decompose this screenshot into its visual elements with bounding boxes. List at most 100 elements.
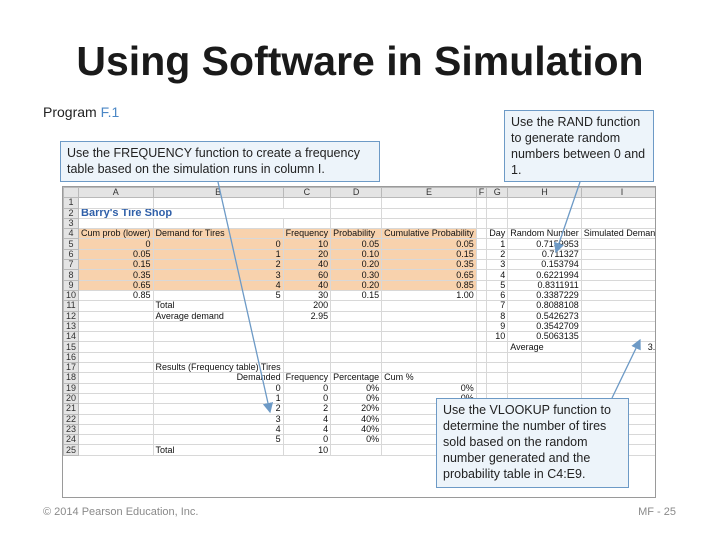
- cell[interactable]: [78, 382, 154, 394]
- cell[interactable]: [152, 331, 284, 343]
- cell[interactable]: [507, 372, 582, 384]
- cell[interactable]: [78, 320, 154, 333]
- cell[interactable]: 3: [580, 320, 655, 333]
- column-header[interactable]: G: [486, 187, 509, 199]
- cell[interactable]: [152, 197, 284, 209]
- cell[interactable]: 20: [282, 248, 332, 261]
- row-header[interactable]: 2: [63, 207, 80, 219]
- cell[interactable]: 0.3542709: [507, 320, 582, 333]
- cell[interactable]: 1.00: [381, 289, 477, 302]
- cell[interactable]: 0.05: [330, 238, 383, 250]
- cell[interactable]: [78, 444, 154, 456]
- row-header[interactable]: 20: [63, 392, 80, 405]
- cell[interactable]: [486, 382, 509, 394]
- cell[interactable]: 0: [152, 238, 284, 250]
- cell[interactable]: [330, 320, 383, 333]
- cell[interactable]: [78, 434, 154, 446]
- cell[interactable]: 0.6221994: [507, 269, 582, 281]
- cell[interactable]: [330, 310, 383, 322]
- cell[interactable]: 0.65: [381, 269, 477, 281]
- cell[interactable]: [330, 351, 383, 364]
- cell[interactable]: [78, 362, 154, 374]
- cell[interactable]: [282, 217, 332, 230]
- cell[interactable]: [78, 300, 154, 312]
- cell[interactable]: [475, 279, 488, 291]
- cell[interactable]: 4: [580, 300, 655, 312]
- cell[interactable]: 0.5426273: [507, 310, 582, 322]
- cell[interactable]: [78, 372, 154, 384]
- cell[interactable]: 5: [152, 434, 284, 446]
- cell[interactable]: [381, 362, 477, 374]
- cell[interactable]: [78, 403, 154, 415]
- row-header[interactable]: 11: [63, 300, 80, 312]
- row-header[interactable]: 21: [63, 403, 80, 415]
- cell[interactable]: [486, 207, 509, 219]
- cell[interactable]: Cum prob (lower): [78, 228, 154, 240]
- cell[interactable]: [282, 197, 332, 209]
- row-header[interactable]: 18: [63, 372, 80, 384]
- row-header[interactable]: 17: [63, 362, 80, 374]
- cell[interactable]: [152, 320, 284, 333]
- cell[interactable]: [507, 362, 582, 374]
- cell[interactable]: 7: [486, 300, 509, 312]
- cell[interactable]: [475, 217, 488, 230]
- row-header[interactable]: 24: [63, 434, 80, 446]
- cell[interactable]: [580, 372, 655, 384]
- cell[interactable]: 0.5063135: [507, 331, 582, 343]
- cell[interactable]: 0.35: [78, 269, 154, 281]
- cell[interactable]: 1: [486, 238, 509, 250]
- cell[interactable]: 3: [486, 259, 509, 271]
- cell[interactable]: 1: [152, 248, 284, 261]
- cell[interactable]: Random Number: [507, 228, 582, 240]
- cell[interactable]: 60: [282, 269, 332, 281]
- cell[interactable]: [282, 320, 332, 333]
- cell[interactable]: 0.7159953: [507, 238, 582, 250]
- cell[interactable]: 0.85: [381, 279, 477, 291]
- cell[interactable]: [282, 362, 332, 374]
- cell[interactable]: 4: [152, 423, 284, 436]
- cell[interactable]: 5: [486, 279, 509, 291]
- cell[interactable]: Cum %: [381, 372, 477, 384]
- cell[interactable]: [381, 341, 477, 353]
- cell[interactable]: 0.3387229: [507, 289, 582, 302]
- row-header[interactable]: 13: [63, 320, 80, 333]
- cell[interactable]: [152, 217, 284, 230]
- cell[interactable]: [78, 197, 154, 209]
- cell[interactable]: [486, 217, 509, 230]
- cell[interactable]: [486, 351, 509, 364]
- cell[interactable]: [381, 300, 477, 312]
- cell[interactable]: 40: [282, 259, 332, 271]
- cell[interactable]: 0%: [330, 382, 383, 394]
- cell[interactable]: 10: [282, 444, 332, 456]
- cell[interactable]: [330, 217, 383, 230]
- cell[interactable]: 3: [152, 269, 284, 281]
- cell[interactable]: Total: [152, 444, 284, 456]
- cell[interactable]: 2: [152, 259, 284, 271]
- row-header[interactable]: 22: [63, 413, 80, 425]
- cell[interactable]: 0.05: [381, 238, 477, 250]
- cell[interactable]: [78, 392, 154, 405]
- row-header[interactable]: 14: [63, 331, 80, 343]
- cell[interactable]: [475, 207, 488, 219]
- cell[interactable]: [475, 300, 488, 312]
- cell[interactable]: 0.15: [381, 248, 477, 261]
- cell[interactable]: 0%: [330, 392, 383, 405]
- cell[interactable]: 3: [580, 331, 655, 343]
- cell[interactable]: [486, 197, 509, 209]
- cell[interactable]: [580, 382, 655, 394]
- cell[interactable]: 9: [486, 320, 509, 333]
- cell[interactable]: [78, 217, 154, 230]
- row-header[interactable]: 1: [63, 197, 80, 209]
- cell[interactable]: [475, 197, 488, 209]
- row-header[interactable]: 6: [63, 248, 80, 261]
- program-reference-link[interactable]: F.1: [100, 104, 120, 120]
- cell[interactable]: 2: [580, 259, 655, 271]
- cell[interactable]: [152, 341, 284, 353]
- cell[interactable]: [381, 197, 477, 209]
- cell[interactable]: 0: [282, 434, 332, 446]
- cell[interactable]: [381, 310, 477, 322]
- row-header[interactable]: 9: [63, 279, 80, 291]
- cell[interactable]: 2: [486, 248, 509, 261]
- cell[interactable]: [78, 331, 154, 343]
- cell[interactable]: 4: [282, 413, 332, 425]
